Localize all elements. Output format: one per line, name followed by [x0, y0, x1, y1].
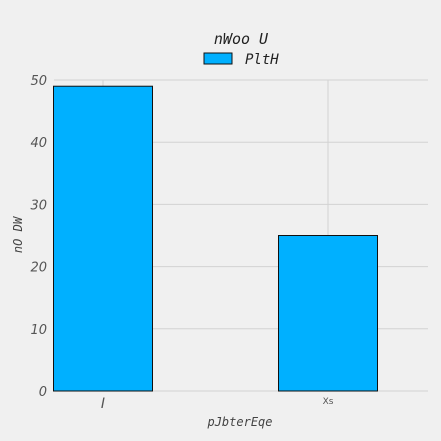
x-tick-label: Xs [323, 397, 334, 407]
x-axis-label: pJbterEqe [206, 415, 272, 429]
y-tick-label: 40 [30, 136, 47, 151]
legend-swatch [203, 52, 233, 65]
legend-title: nWoo U [214, 30, 269, 48]
y-tick-label: 20 [30, 261, 47, 276]
bar [278, 235, 378, 392]
legend-label: PltH [245, 52, 279, 68]
x-tick-label: I [101, 396, 105, 412]
legend: nWoo U PltH [203, 30, 279, 68]
bars [53, 85, 378, 392]
y-axis-ticks: 0 10 20 30 40 50 [30, 74, 47, 400]
y-tick-label: 50 [30, 74, 47, 89]
y-tick-label: 10 [30, 323, 47, 338]
y-tick-label: 30 [30, 198, 47, 213]
y-tick-label: 0 [39, 385, 47, 400]
bar [53, 85, 153, 392]
x-axis-ticks: I Xs [101, 396, 334, 412]
y-axis-label: nO DW [11, 215, 25, 253]
